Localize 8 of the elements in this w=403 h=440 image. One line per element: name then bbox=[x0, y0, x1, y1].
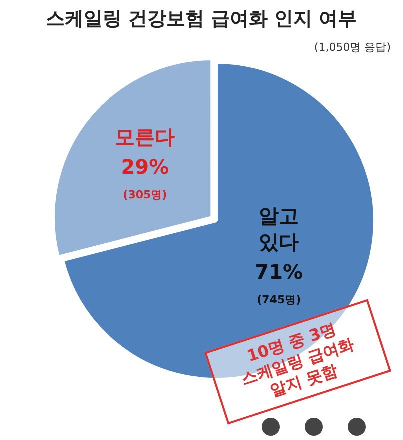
data-label: 29% bbox=[121, 154, 170, 179]
chart-subtitle: (1,050명 응답) bbox=[314, 40, 391, 55]
slice-label: 모른다 bbox=[115, 124, 176, 149]
data-label: 71% bbox=[255, 260, 304, 284]
slice-label: 알고 있다 bbox=[259, 204, 300, 254]
chart-title: 스케일링 건강보험 급여화 인지 여부 bbox=[44, 7, 358, 32]
text: (305명) bbox=[123, 188, 168, 202]
text: (745명) bbox=[257, 293, 302, 306]
